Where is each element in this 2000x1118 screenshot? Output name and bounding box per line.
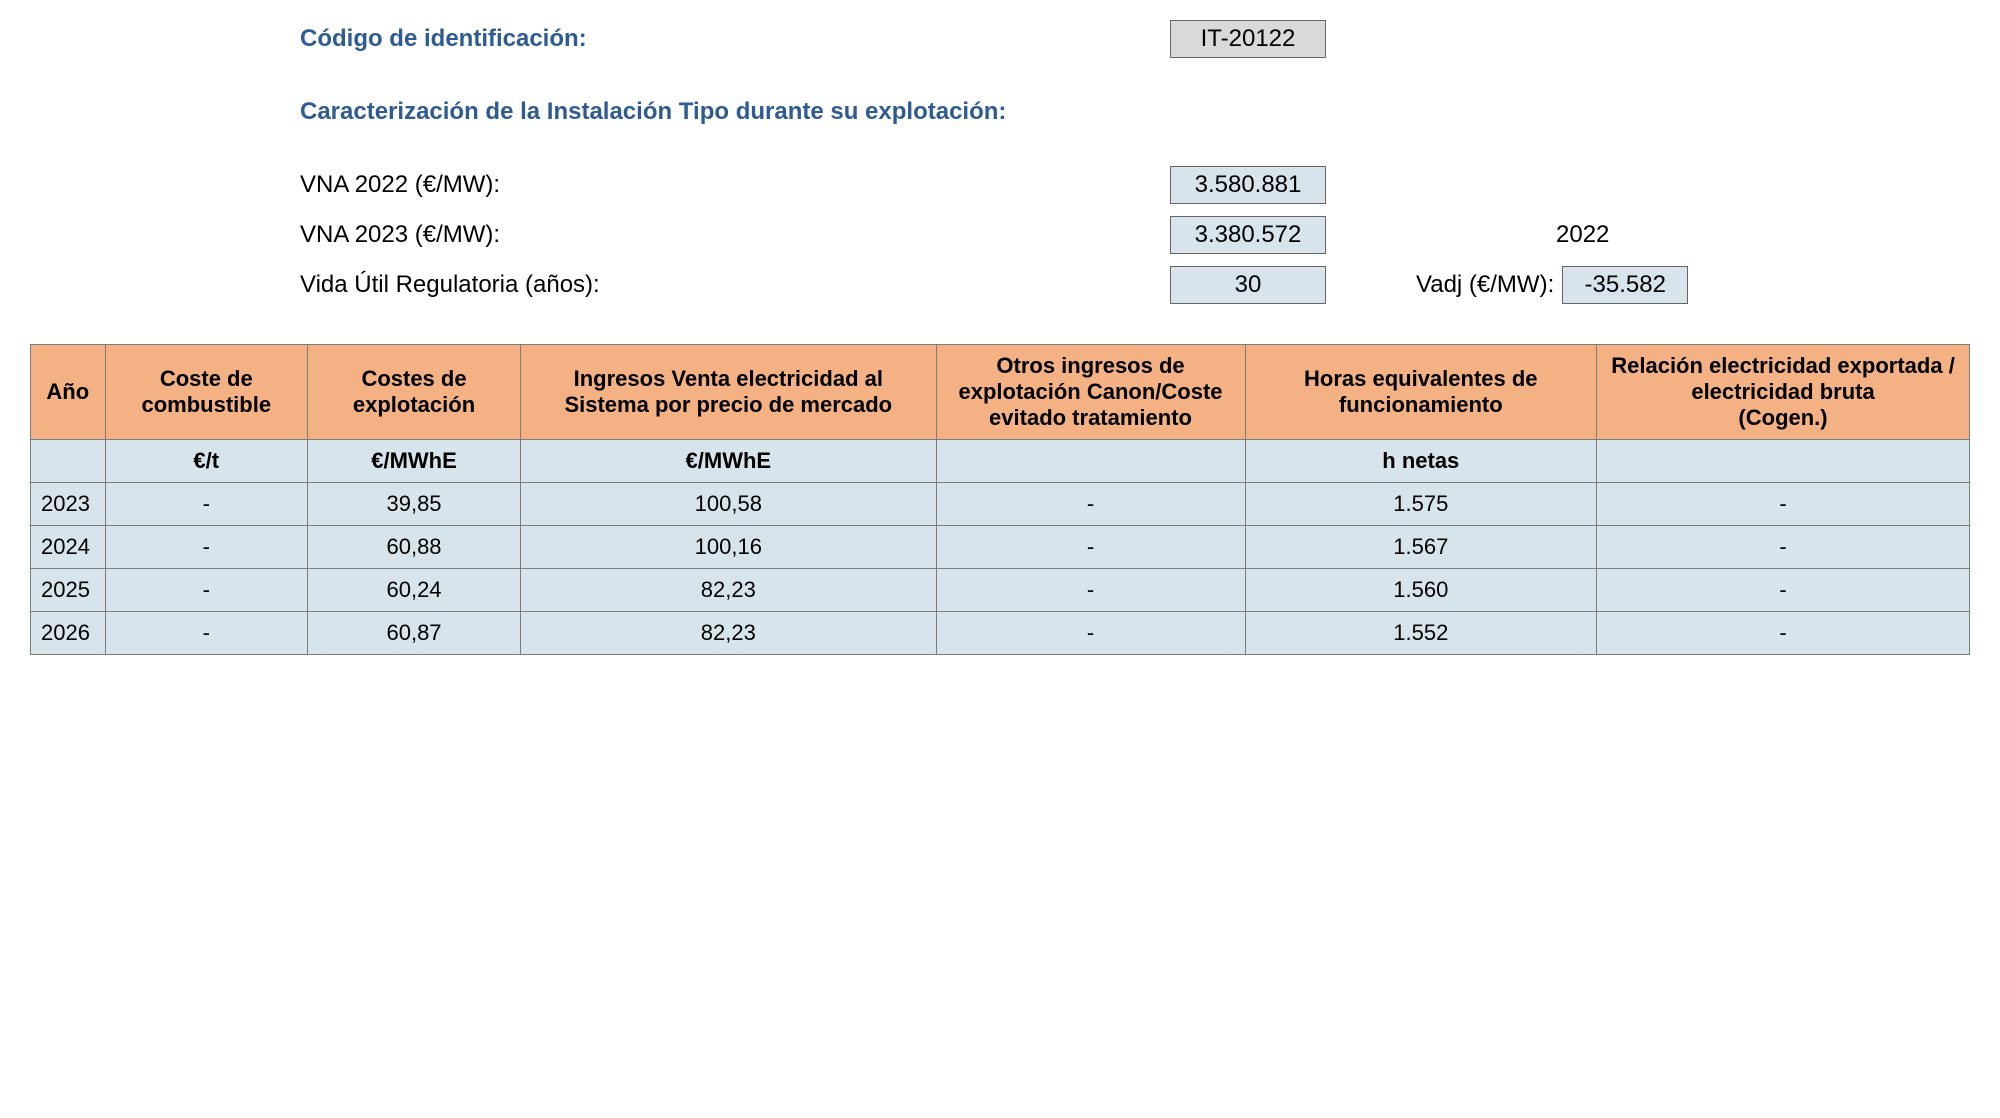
id-row: Código de identificación: IT-20122 (300, 20, 1970, 58)
unit-opex: €/MWhE (307, 440, 520, 483)
vida-row: Vida Útil Regulatoria (años): 30 Vadj (€… (300, 266, 1970, 304)
vida-value: 30 (1170, 266, 1326, 304)
table-row: 2025 - 60,24 82,23 - 1.560 - (31, 569, 1970, 612)
table-header-row: Año Coste de combustible Costes de explo… (31, 345, 1970, 440)
table-row: 2024 - 60,88 100,16 - 1.567 - (31, 526, 1970, 569)
cell-fuel: - (105, 569, 307, 612)
col-operating-cost: Costes de explotación (307, 345, 520, 440)
col-fuel-cost: Coste de combustible (105, 345, 307, 440)
characterization-block: VNA 2022 (€/MW): 3.580.881 VNA 2023 (€/M… (300, 166, 1970, 304)
cell-year: 2023 (31, 483, 106, 526)
cell-other: - (936, 483, 1245, 526)
vna2022-row: VNA 2022 (€/MW): 3.580.881 (300, 166, 1970, 204)
cell-hours: 1.560 (1245, 569, 1597, 612)
vna2022-label: VNA 2022 (€/MW): (300, 171, 1170, 199)
vadj-label: Vadj (€/MW): (1416, 271, 1554, 299)
table-body: €/t €/MWhE €/MWhE h netas 2023 - 39,85 1… (31, 440, 1970, 655)
vna2023-row: VNA 2023 (€/MW): 3.380.572 2022 (300, 216, 1970, 254)
vna2022-value: 3.580.881 (1170, 166, 1326, 204)
unit-other (936, 440, 1245, 483)
cell-ratio: - (1597, 569, 1970, 612)
cell-other: - (936, 569, 1245, 612)
vna2023-value: 3.380.572 (1170, 216, 1326, 254)
cell-ratio: - (1597, 526, 1970, 569)
col-year: Año (31, 345, 106, 440)
vida-label: Vida Útil Regulatoria (años): (300, 271, 1170, 299)
unit-ratio (1597, 440, 1970, 483)
col-income-sales: Ingresos Venta electricidad al Sistema p… (521, 345, 937, 440)
vadj-year: 2022 (1556, 221, 1609, 249)
cell-year: 2026 (31, 612, 106, 655)
cell-fuel: - (105, 483, 307, 526)
vadj-group: Vadj (€/MW): -35.582 (1416, 266, 1688, 304)
vna2023-label: VNA 2023 (€/MW): (300, 221, 1170, 249)
cell-fuel: - (105, 612, 307, 655)
cell-ratio: - (1597, 612, 1970, 655)
document-container: Código de identificación: IT-20122 Carac… (0, 0, 2000, 675)
unit-fuel: €/t (105, 440, 307, 483)
cell-ratio: - (1597, 483, 1970, 526)
cell-hours: 1.552 (1245, 612, 1597, 655)
cell-income: 100,58 (521, 483, 937, 526)
cell-other: - (936, 526, 1245, 569)
cell-opex: 60,87 (307, 612, 520, 655)
col-other-income: Otros ingresos de explotación Canon/Cost… (936, 345, 1245, 440)
cell-other: - (936, 612, 1245, 655)
table-row: 2026 - 60,87 82,23 - 1.552 - (31, 612, 1970, 655)
cell-opex: 60,88 (307, 526, 520, 569)
cell-fuel: - (105, 526, 307, 569)
cell-hours: 1.575 (1245, 483, 1597, 526)
cell-opex: 39,85 (307, 483, 520, 526)
cell-income: 82,23 (521, 612, 937, 655)
id-label: Código de identificación: (300, 25, 1170, 53)
col-equiv-hours: Horas equivalentes de funcionamiento (1245, 345, 1597, 440)
cell-income: 100,16 (521, 526, 937, 569)
unit-hours: h netas (1245, 440, 1597, 483)
section-heading: Caracterización de la Instalación Tipo d… (300, 98, 1970, 126)
unit-income: €/MWhE (521, 440, 937, 483)
cell-year: 2024 (31, 526, 106, 569)
cell-hours: 1.567 (1245, 526, 1597, 569)
cell-income: 82,23 (521, 569, 937, 612)
identification-block: Código de identificación: IT-20122 (300, 20, 1970, 58)
cell-year: 2025 (31, 569, 106, 612)
vadj-value: -35.582 (1562, 266, 1688, 304)
table-row: 2023 - 39,85 100,58 - 1.575 - (31, 483, 1970, 526)
unit-year (31, 440, 106, 483)
units-row: €/t €/MWhE €/MWhE h netas (31, 440, 1970, 483)
cell-opex: 60,24 (307, 569, 520, 612)
col-export-ratio: Relación electricidad exportada / electr… (1597, 345, 1970, 440)
id-value: IT-20122 (1170, 20, 1326, 58)
data-table: Año Coste de combustible Costes de explo… (30, 344, 1970, 655)
